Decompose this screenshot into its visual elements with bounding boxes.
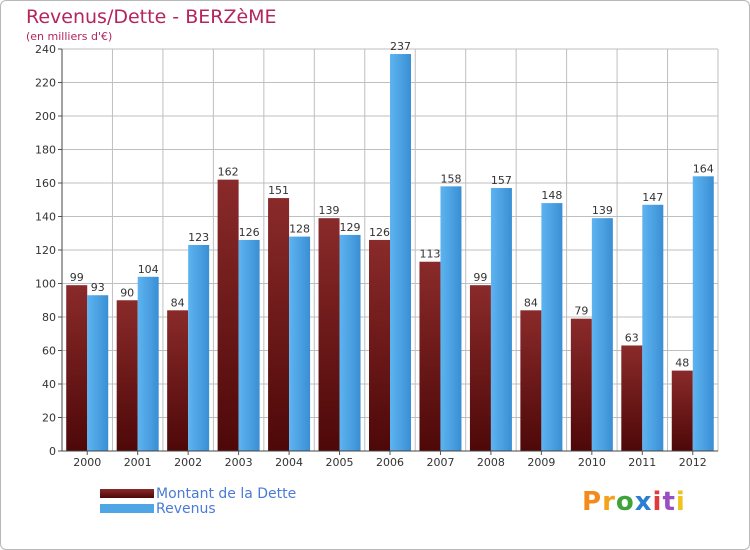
data-label: 139	[319, 204, 340, 217]
x-tick-label: 2008	[477, 456, 505, 469]
bar-dette	[217, 179, 239, 451]
chart-title: Revenus/Dette - BERZèME	[26, 6, 277, 28]
proxiti-logo: Proxiti	[582, 487, 686, 517]
bar-revenus	[87, 295, 109, 451]
data-label: 113	[419, 248, 440, 261]
data-label: 126	[239, 226, 260, 239]
legend-swatch-revenus	[100, 504, 154, 513]
bar-dette	[469, 285, 491, 451]
bar-revenus	[440, 186, 462, 451]
chart-legend: Montant de la Dette Revenus	[100, 485, 297, 517]
data-label: 129	[340, 221, 361, 234]
bar-revenus	[238, 239, 260, 451]
data-label: 158	[440, 172, 461, 185]
data-label: 148	[541, 189, 562, 202]
x-tick-label: 2004	[275, 456, 303, 469]
bar-revenus	[490, 188, 512, 451]
data-label: 48	[675, 357, 689, 370]
data-label: 126	[369, 226, 390, 239]
y-tick-label: 160	[35, 177, 56, 190]
bar-revenus	[188, 244, 210, 451]
data-label: 93	[91, 281, 105, 294]
bar-dette	[116, 300, 138, 451]
x-tick-label: 2011	[628, 456, 656, 469]
data-label: 99	[473, 271, 487, 284]
bar-revenus	[137, 276, 159, 451]
legend-item-revenus: Revenus	[100, 500, 296, 517]
y-tick-label: 80	[42, 311, 56, 324]
x-tick-label: 2003	[225, 456, 253, 469]
data-label: 162	[218, 166, 239, 179]
data-label: 99	[70, 271, 84, 284]
bar-revenus	[390, 54, 411, 452]
bar-dette	[369, 239, 390, 451]
chart-subtitle: (en milliers d'€)	[26, 30, 113, 43]
legend-label-dette: Montant de la Dette	[156, 485, 297, 502]
bar-dette	[419, 261, 441, 451]
legend-swatch-dette	[100, 489, 154, 498]
data-label: 90	[120, 286, 134, 299]
y-tick-label: 180	[35, 144, 56, 157]
bar-revenus	[591, 218, 613, 451]
data-label: 123	[188, 231, 209, 244]
y-tick-label: 120	[35, 244, 56, 257]
y-tick-label: 60	[42, 345, 56, 358]
x-tick-label: 2006	[376, 456, 404, 469]
legend-label-revenus: Revenus	[156, 500, 216, 517]
x-tick-label: 2001	[124, 456, 152, 469]
y-tick-label: 20	[42, 412, 56, 425]
data-label: 139	[592, 204, 613, 217]
x-tick-label: 2009	[527, 456, 555, 469]
data-label: 128	[289, 223, 310, 236]
bar-revenus	[289, 236, 311, 451]
data-label: 157	[491, 174, 512, 187]
x-tick-label: 2010	[578, 456, 606, 469]
data-label: 63	[625, 331, 639, 344]
bar-dette	[318, 218, 340, 451]
x-tick-label: 2012	[679, 456, 707, 469]
data-label: 79	[574, 305, 588, 318]
x-tick-label: 2007	[426, 456, 454, 469]
bar-dette	[570, 318, 592, 451]
y-tick-label: 220	[35, 77, 56, 90]
y-tick-label: 140	[35, 211, 56, 224]
bar-dette	[520, 310, 542, 451]
bar-revenus	[541, 203, 563, 451]
data-label: 84	[171, 296, 185, 309]
y-tick-label: 200	[35, 110, 56, 123]
bar-revenus	[339, 234, 361, 451]
bar-dette	[621, 345, 643, 451]
bar-dette	[66, 285, 88, 451]
y-tick-label: 100	[35, 278, 56, 291]
data-label: 147	[642, 191, 663, 204]
bar-dette	[671, 370, 693, 451]
x-tick-label: 2002	[174, 456, 202, 469]
bar-revenus	[642, 204, 664, 451]
y-tick-label: 40	[42, 378, 56, 391]
x-tick-label: 2005	[326, 456, 354, 469]
bar-dette	[268, 198, 290, 451]
data-label: 104	[138, 263, 159, 276]
y-tick-label: 0	[49, 445, 56, 458]
data-label: 84	[524, 296, 538, 309]
data-label: 237	[390, 40, 411, 53]
bar-dette	[167, 310, 189, 451]
legend-item-dette: Montant de la Dette	[100, 485, 297, 502]
data-label: 151	[268, 184, 289, 197]
y-tick-label: 240	[35, 43, 56, 56]
x-tick-label: 2000	[73, 456, 101, 469]
data-label: 164	[693, 162, 714, 175]
bar-revenus	[692, 176, 714, 452]
